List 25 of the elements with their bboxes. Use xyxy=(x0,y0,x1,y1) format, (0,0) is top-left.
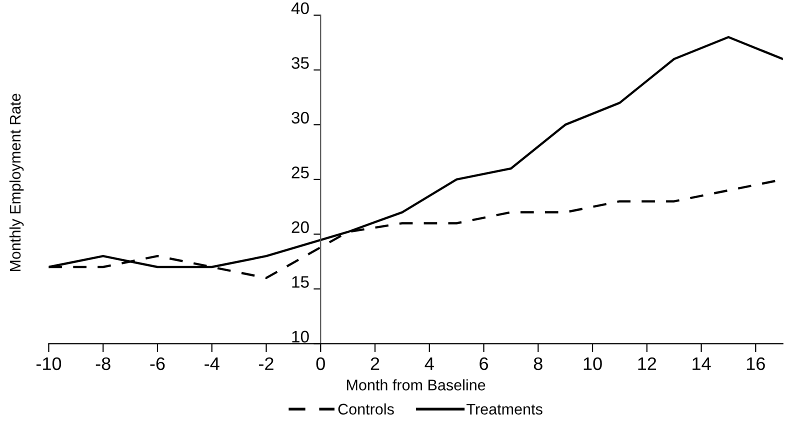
x-tick-label: 16 xyxy=(747,357,765,370)
x-tick-label: -8 xyxy=(96,357,110,370)
x-tick-label: 14 xyxy=(692,358,711,370)
y-tick-label: 10 xyxy=(292,330,309,343)
x-tick-label: 8 xyxy=(534,357,542,370)
x-tick-label: -2 xyxy=(259,357,274,370)
x-tick-label: 10 xyxy=(584,357,602,370)
x-tick-label: 0 xyxy=(316,357,325,370)
x-tick-label: 6 xyxy=(480,357,488,370)
y-tick-label: 15 xyxy=(292,276,309,288)
x-tick-label: -10 xyxy=(36,357,62,370)
y-tick-label: 35 xyxy=(292,57,309,69)
y-tick-label: 30 xyxy=(292,112,309,124)
y-axis-title: Monthly Employment Rate xyxy=(9,94,24,272)
y-tick-label: 25 xyxy=(292,166,309,178)
x-tick-label: 4 xyxy=(424,358,434,370)
x-tick-label: -6 xyxy=(150,357,165,370)
x-axis-title: Month from Baseline xyxy=(346,379,486,390)
legend-label: Controls xyxy=(338,403,394,415)
y-tick-label: 20 xyxy=(292,221,309,234)
legend-label: Treatments xyxy=(466,404,542,415)
x-tick-label: -4 xyxy=(204,358,220,370)
y-tick-label: 40 xyxy=(291,2,309,14)
x-tick-label: 2 xyxy=(370,357,380,370)
x-tick-label: 12 xyxy=(638,357,656,370)
